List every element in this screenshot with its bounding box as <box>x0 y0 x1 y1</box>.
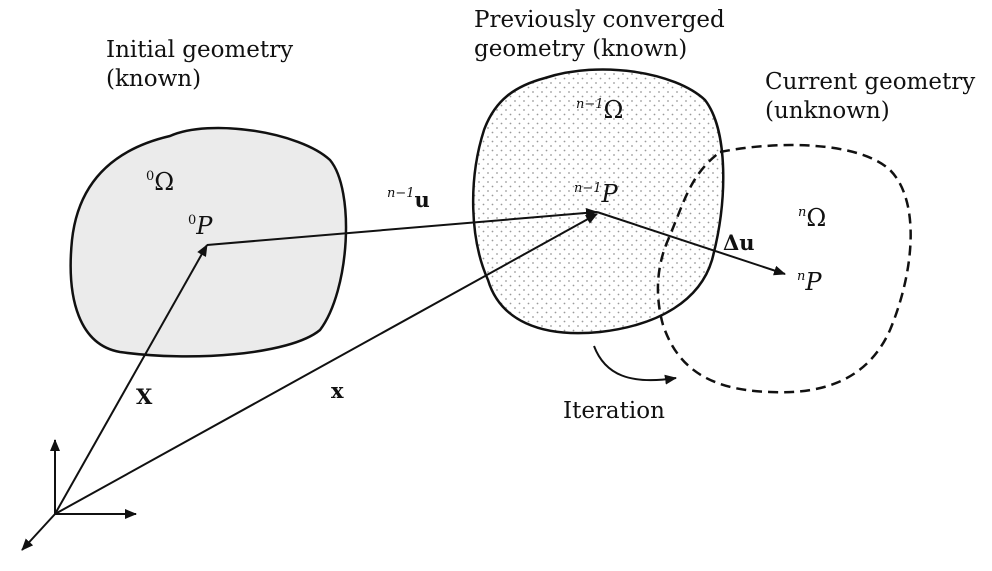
omega-previous-label: n−1Ω <box>576 96 623 124</box>
initial-geometry-region <box>69 126 348 358</box>
iteration-label: Iteration <box>563 398 665 424</box>
point-p0-symbol: P <box>196 212 213 240</box>
previous-geometry-caption: Previously converged geometry (known) <box>474 6 725 64</box>
vector-delta-u-label: Δu <box>723 230 755 255</box>
coordinate-axes <box>21 439 137 551</box>
omega-current-sup: n <box>798 205 807 220</box>
point-p-prev-sup: n−1 <box>574 181 602 196</box>
vector-u <box>206 207 598 246</box>
omega-previous-sup: n−1 <box>576 97 604 112</box>
vector-u-symbol: u <box>414 187 430 212</box>
vector-delta-u <box>596 211 786 276</box>
initial-caption-line2: (known) <box>106 66 202 92</box>
vector-X-label: X <box>136 384 153 409</box>
vector-u-label: n−1u <box>387 186 430 212</box>
vector-u-sup: n−1 <box>387 186 415 201</box>
current-caption-line1: Current geometry <box>765 69 976 95</box>
omega-initial-symbol: Ω <box>154 168 175 196</box>
vector-x-label: x <box>331 378 344 403</box>
omega-previous-symbol: Ω <box>603 96 624 124</box>
point-p0-sup: 0 <box>188 213 197 228</box>
current-geometry-caption: Current geometry (unknown) <box>765 68 975 126</box>
point-p-prev-symbol: P <box>601 180 618 208</box>
omega-current-symbol: Ω <box>806 204 827 232</box>
point-p-curr-symbol: P <box>805 268 822 296</box>
previous-geometry-region <box>471 68 725 335</box>
point-p-curr-label: nP <box>797 268 822 296</box>
omega-initial-label: 0Ω <box>146 168 174 196</box>
current-geometry-region <box>656 143 912 394</box>
previous-caption-line2: geometry (known) <box>474 36 688 62</box>
vector-X <box>54 244 208 515</box>
axis-diagonal <box>21 513 56 551</box>
iteration-arrow <box>593 345 677 385</box>
current-caption-line2: (unknown) <box>765 98 890 124</box>
point-p-curr-sup: n <box>797 269 806 284</box>
omega-current-label: nΩ <box>798 204 826 232</box>
previous-caption-line1: Previously converged <box>474 7 725 33</box>
point-p-prev-label: n−1P <box>574 180 618 208</box>
vector-x <box>54 213 598 515</box>
initial-geometry-caption: Initial geometry (known) <box>106 36 293 94</box>
initial-caption-line1: Initial geometry <box>106 37 294 63</box>
point-p0-label: 0P <box>188 212 212 240</box>
omega-initial-sup: 0 <box>146 169 155 184</box>
